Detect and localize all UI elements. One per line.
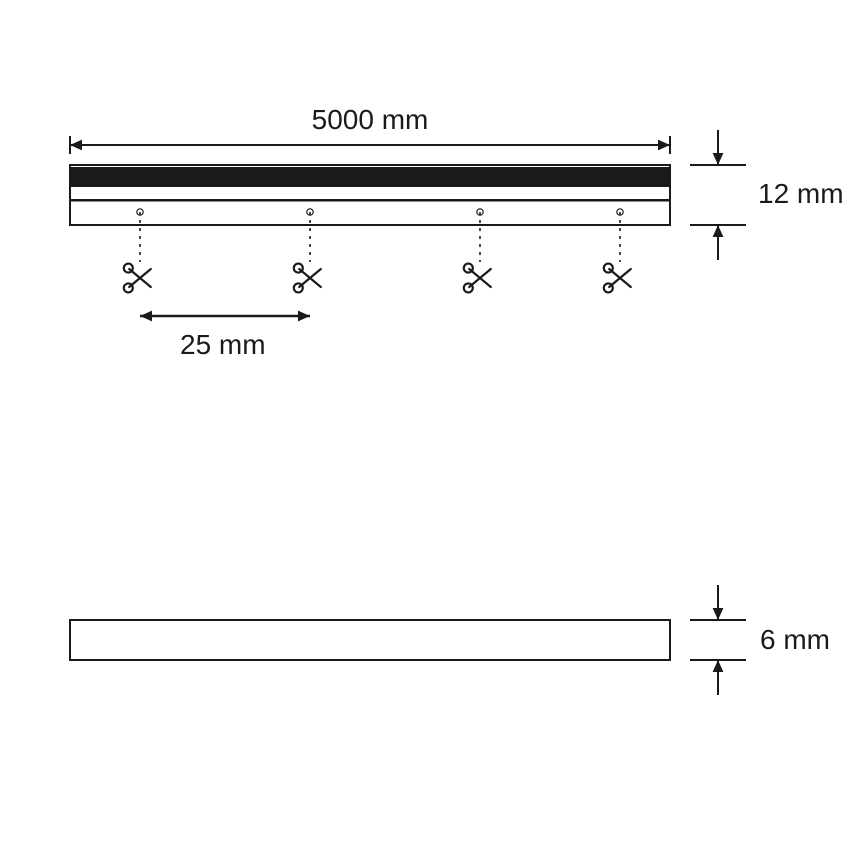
- height-6-label: 6 mm: [760, 624, 830, 655]
- dimension-diagram: 5000 mm 12 mm 25 mm 6 mm: [0, 0, 868, 868]
- spacing-dimension: 25 mm: [140, 311, 310, 360]
- scissors-icon: [464, 264, 491, 293]
- scissors-icon: [294, 264, 321, 293]
- height-dimension-6: 6 mm: [690, 585, 830, 695]
- length-label: 5000 mm: [312, 104, 429, 135]
- height-12-label: 12 mm: [758, 178, 844, 209]
- top-strip: [70, 165, 670, 225]
- height-dimension-12: 12 mm: [690, 130, 844, 260]
- scissors-icon: [124, 264, 151, 293]
- spacing-label: 25 mm: [180, 329, 266, 360]
- scissors-icon: [604, 264, 631, 293]
- length-dimension: 5000 mm: [70, 104, 670, 154]
- side-strip: [70, 620, 670, 660]
